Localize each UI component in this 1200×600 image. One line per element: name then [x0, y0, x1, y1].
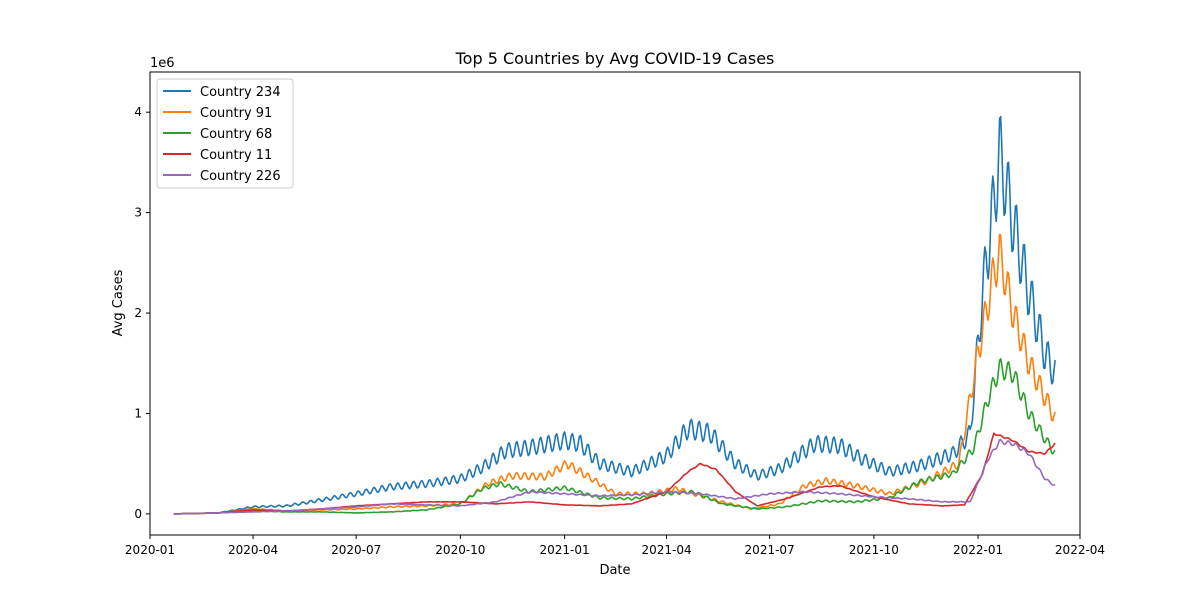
x-axis-label: Date — [599, 563, 630, 578]
legend: Country 234 Country 91 Country 68 Country 1… — [156, 78, 294, 189]
x-tick-label: 2020-01 — [125, 543, 175, 557]
legend-frame — [156, 78, 294, 189]
y-tick-label: 1 — [134, 406, 142, 420]
y-tick-label: 0 — [134, 507, 142, 521]
legend-label: Country 68 — [200, 127, 272, 142]
series-line-country-234 — [173, 115, 1056, 515]
y-axis-ticks: 0 1 2 3 4 — [134, 105, 150, 521]
series-line-country-68 — [173, 358, 1056, 515]
y-offset-label: 1e6 — [150, 56, 175, 71]
chart-title: Top 5 Countries by Avg COVID-19 Cases — [455, 49, 775, 68]
legend-label: Country 226 — [200, 169, 281, 184]
x-tick-label: 2021-04 — [641, 543, 691, 557]
x-tick-label: 2021-01 — [540, 543, 590, 557]
legend-label: Country 91 — [200, 106, 272, 121]
x-tick-label: 2022-04 — [1055, 543, 1105, 557]
x-tick-label: 2022-01 — [953, 543, 1003, 557]
x-tick-label: 2020-07 — [331, 543, 381, 557]
series-layer — [173, 115, 1056, 515]
plot-frame — [149, 71, 1081, 536]
legend-label: Country 234 — [200, 85, 281, 100]
series-line-country-226 — [173, 438, 1056, 515]
y-tick-label: 3 — [134, 206, 142, 220]
y-tick-label: 4 — [134, 105, 142, 119]
x-tick-label: 2020-04 — [228, 543, 278, 557]
x-tick-label: 2021-07 — [745, 543, 795, 557]
y-axis-label: Avg Cases — [111, 269, 126, 336]
x-axis-ticks: 2020-01 2020-04 2020-07 2020-10 2021-01 2021-… — [125, 535, 1105, 557]
x-tick-label: 2021-10 — [849, 543, 899, 557]
legend-label: Country 11 — [200, 148, 272, 163]
x-tick-label: 2020-10 — [435, 543, 485, 557]
y-tick-label: 2 — [134, 306, 142, 320]
